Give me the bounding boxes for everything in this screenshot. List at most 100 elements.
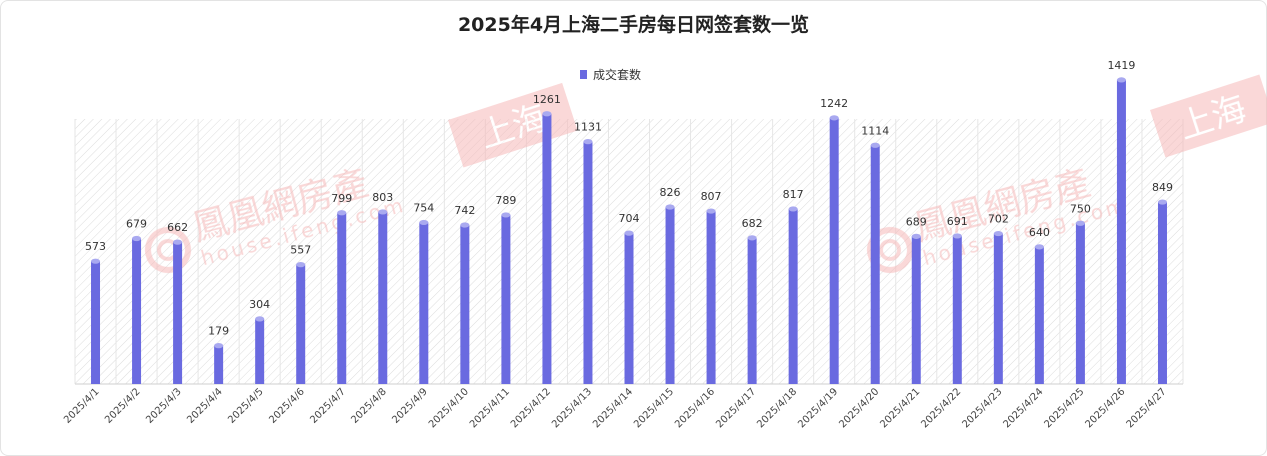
bar: [665, 206, 675, 384]
data-label: 704: [619, 212, 640, 225]
data-label: 803: [372, 191, 393, 204]
watermark-seal-text: 上海: [1174, 89, 1251, 148]
bar-cap: [747, 235, 757, 241]
x-tick-label: 2025/4/22: [919, 386, 963, 430]
bar-cap: [460, 222, 470, 228]
bar: [542, 113, 552, 384]
bar-cap: [173, 239, 183, 245]
legend-swatch: [580, 70, 587, 79]
data-label: 742: [454, 204, 475, 217]
x-tick-label: 2025/4/17: [714, 386, 758, 430]
watermark-seal: 上海: [1150, 74, 1267, 158]
bar-cap: [255, 316, 265, 322]
x-tick-label: 2025/4/6: [267, 386, 307, 426]
data-label: 1261: [533, 93, 561, 106]
bar: [460, 224, 470, 384]
bar: [706, 211, 716, 384]
data-label: 304: [249, 298, 270, 311]
bar-cap: [993, 230, 1003, 237]
bar: [747, 237, 757, 384]
data-label: 662: [167, 221, 188, 234]
bar-cap: [952, 233, 962, 239]
bar-cap: [870, 142, 880, 148]
bar: [1116, 79, 1126, 385]
bar-cap: [1034, 244, 1044, 250]
data-label: 179: [208, 325, 229, 338]
bar: [1157, 202, 1167, 384]
x-tick-label: 2025/4/8: [349, 386, 389, 426]
bar-cap: [419, 219, 429, 226]
x-tick-label: 2025/4/4: [185, 386, 225, 426]
bar: [255, 318, 265, 384]
bar-cap: [542, 111, 552, 117]
x-tick-label: 2025/4/13: [550, 386, 594, 430]
bar-cap: [1075, 220, 1085, 226]
x-tick-label: 2025/4/19: [796, 386, 840, 430]
bar: [419, 222, 429, 384]
data-label: 1131: [574, 121, 602, 134]
legend: 成交套数: [580, 66, 641, 83]
data-label: 689: [906, 215, 927, 228]
data-label: 1242: [820, 97, 848, 110]
x-tick-label: 2025/4/25: [1042, 386, 1086, 430]
x-tick-label: 2025/4/26: [1084, 386, 1128, 430]
watermark-logo-icon: [879, 239, 901, 261]
bar: [214, 345, 224, 384]
data-label: 1419: [1107, 59, 1135, 72]
x-tick-label: 2025/4/7: [308, 386, 348, 426]
x-tick-label: 2025/4/18: [755, 386, 799, 430]
bar-cap: [132, 235, 142, 242]
bar-cap: [296, 262, 306, 268]
bar: [91, 261, 101, 384]
watermark-seal: 上海: [448, 82, 578, 168]
data-label: 849: [1152, 181, 1173, 194]
bar-cap: [1157, 199, 1167, 205]
data-label: 1114: [861, 124, 889, 137]
x-tick-label: 2025/4/21: [878, 386, 922, 430]
data-label: 691: [947, 215, 968, 228]
data-label: 807: [701, 190, 722, 203]
watermark-seal-box: [1150, 74, 1267, 158]
x-tick-label: 2025/4/16: [673, 386, 717, 430]
bar-cap: [911, 233, 921, 239]
data-label: 557: [290, 244, 311, 257]
bar: [501, 214, 511, 384]
x-tick-label: 2025/4/2: [103, 386, 143, 426]
data-label: 789: [495, 194, 516, 207]
bar: [911, 236, 921, 384]
bar-cap: [378, 209, 388, 215]
bar: [993, 233, 1003, 384]
data-label: 799: [331, 192, 352, 205]
x-tick-label: 2025/4/12: [509, 386, 553, 430]
bar: [624, 233, 634, 384]
data-label: 817: [783, 188, 804, 201]
bar: [173, 242, 183, 384]
chart-title: 2025年4月上海二手房每日网签套数一览: [457, 14, 810, 36]
data-label: 754: [413, 201, 434, 214]
bar: [337, 212, 347, 384]
bar: [788, 208, 798, 384]
data-label: 573: [85, 240, 106, 253]
x-tick-label: 2025/4/20: [837, 386, 881, 430]
data-label: 702: [988, 213, 1009, 226]
bar-cap: [501, 212, 511, 218]
x-tick-label: 2025/4/5: [226, 386, 266, 426]
x-tick-label: 2025/4/24: [1001, 386, 1045, 430]
data-label: 750: [1070, 202, 1091, 215]
x-tick-label: 2025/4/3: [144, 386, 184, 426]
x-tick-label: 2025/4/9: [390, 386, 430, 426]
bar-cap: [788, 206, 798, 212]
bar-cap: [706, 208, 716, 214]
bar: [829, 117, 839, 384]
data-label: 826: [660, 186, 681, 199]
bar: [132, 238, 142, 384]
bar-cap: [829, 115, 839, 121]
bar: [583, 141, 593, 384]
bar: [378, 211, 388, 384]
bar-cap: [624, 230, 634, 236]
data-label: 682: [742, 217, 763, 230]
data-label: 640: [1029, 226, 1050, 239]
legend-label: 成交套数: [593, 68, 642, 82]
bar: [296, 264, 306, 384]
bar: [1034, 246, 1044, 384]
